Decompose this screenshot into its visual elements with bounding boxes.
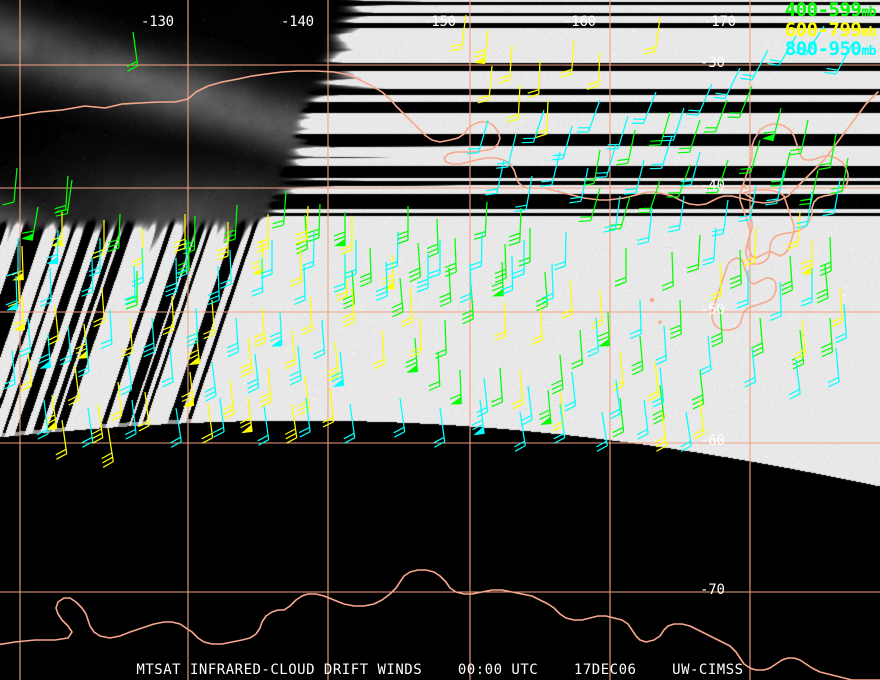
legend-unit-high: mb xyxy=(861,5,876,20)
caption-text: MTSAT INFRARED-CLOUD DRIFT WINDS 00:00 U… xyxy=(136,662,744,678)
legend-entry-low: 800-950mb xyxy=(784,38,877,61)
longitude-label--150: -150 xyxy=(423,14,456,30)
legend-entry-high: 400-599mb xyxy=(784,0,877,21)
image-caption: MTSAT INFRARED-CLOUD DRIFT WINDS 00:00 U… xyxy=(0,659,880,678)
latitude-label--30: -30 xyxy=(700,55,725,71)
legend-label-high: 400-599 xyxy=(784,0,862,21)
legend-unit-mid: mb xyxy=(861,24,876,40)
longitude-label--140: -140 xyxy=(281,14,314,30)
pressure-level-legend: 400-599mb 600-799mb 800-950mb xyxy=(784,0,877,61)
legend-label-low: 800-950 xyxy=(784,38,862,61)
latitude-label--70: -70 xyxy=(700,582,725,598)
latitude-label--40: -40 xyxy=(700,178,725,194)
latitude-label--50: -50 xyxy=(700,302,725,318)
latitude-label--60: -60 xyxy=(700,433,725,449)
longitude-label--170: -170 xyxy=(703,14,736,30)
longitude-label--160: -160 xyxy=(563,14,596,30)
longitude-label--130: -130 xyxy=(141,14,174,30)
legend-unit-low: mb xyxy=(861,44,876,60)
